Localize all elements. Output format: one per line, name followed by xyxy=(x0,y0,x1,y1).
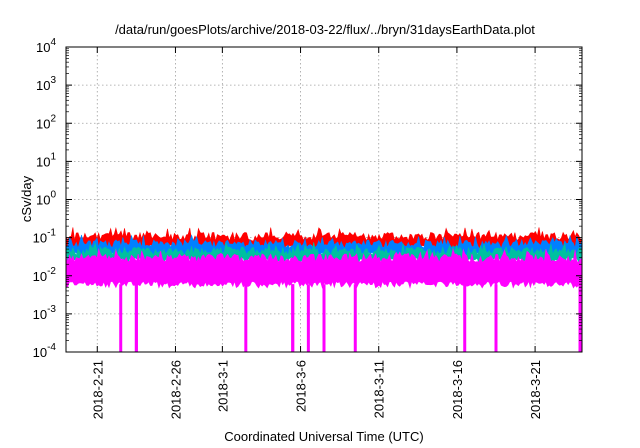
y-tick-label: 10-2 xyxy=(33,266,57,284)
dropout-spike xyxy=(119,284,123,352)
dropout-spike xyxy=(578,284,582,352)
x-tick-label: 2018-3-1 xyxy=(215,360,230,412)
dropout-spike xyxy=(322,284,326,352)
x-axis: 2018-2-21 2018-2-26 2018-3-1 2018-3-6 2018-3… xyxy=(90,47,543,419)
x-tick-label: 2018-3-11 xyxy=(372,360,387,418)
dropout-spike xyxy=(494,284,498,352)
x-tick-label: 2018-3-16 xyxy=(450,360,465,419)
y-tick-label: 101 xyxy=(36,151,56,169)
x-tick-label: 2018-2-21 xyxy=(90,360,105,419)
y-tick-label: 10-3 xyxy=(33,304,57,322)
y-tick-label: 103 xyxy=(36,75,56,93)
y-tick-label: 10-4 xyxy=(33,342,57,360)
dropout-spike xyxy=(134,284,138,352)
dropout-spike xyxy=(306,284,310,352)
x-tick-label: 2018-3-21 xyxy=(528,360,543,419)
series-line-3 xyxy=(65,266,583,272)
dropout-spike xyxy=(291,284,295,352)
dropout-spike xyxy=(353,284,357,352)
dropout-spike xyxy=(463,284,467,352)
grid xyxy=(66,47,582,352)
chart-title: /data/run/goesPlots/archive/2018-03-22/f… xyxy=(115,22,535,37)
y-tick-label: 10-1 xyxy=(33,228,57,246)
y-tick-label: 100 xyxy=(36,190,56,208)
series-line-0 xyxy=(65,238,583,244)
y-axis-label: cSv/day xyxy=(19,175,34,222)
plot-area xyxy=(65,46,583,353)
y-tick-label: 104 xyxy=(36,37,56,55)
x-tick-label: 2018-2-26 xyxy=(168,360,183,419)
x-tick-label: 2018-3-6 xyxy=(294,360,309,412)
y-tick-label: 102 xyxy=(36,113,56,131)
data-layer xyxy=(65,227,583,352)
x-axis-label: Coordinated Universal Time (UTC) xyxy=(224,429,423,444)
dropout-spike xyxy=(244,284,248,352)
